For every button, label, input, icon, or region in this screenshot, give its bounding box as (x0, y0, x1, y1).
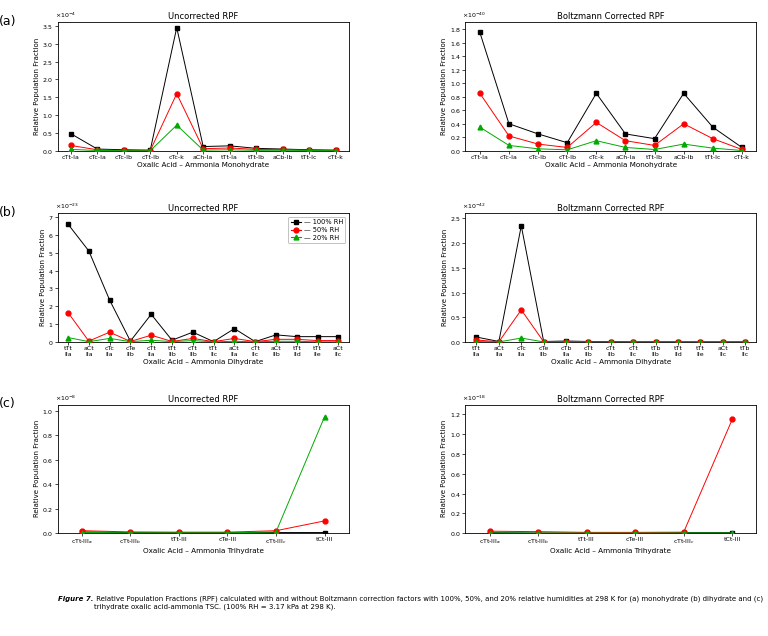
Y-axis label: Relative Population Fraction: Relative Population Fraction (442, 229, 448, 326)
X-axis label: Oxalic Acid – Ammonia Dihydrate: Oxalic Acid – Ammonia Dihydrate (143, 359, 263, 365)
Text: (a): (a) (0, 15, 17, 27)
Y-axis label: Relative Population Fraction: Relative Population Fraction (34, 38, 40, 135)
Title: Uncorrected RPF: Uncorrected RPF (168, 395, 238, 404)
X-axis label: Oxalic Acid – Ammonia Trihydrate: Oxalic Acid – Ammonia Trihydrate (143, 548, 263, 555)
X-axis label: Oxalic Acid – Ammonia Dihydrate: Oxalic Acid – Ammonia Dihydrate (551, 359, 671, 365)
Text: Relative Population Fractions (RPF) calculated with and without Boltzmann correc: Relative Population Fractions (RPF) calc… (94, 596, 763, 610)
Title: Uncorrected RPF: Uncorrected RPF (168, 13, 238, 22)
X-axis label: Oxalic Acid – Ammonia Monohydrate: Oxalic Acid – Ammonia Monohydrate (137, 162, 270, 168)
Y-axis label: Relative Population Fraction: Relative Population Fraction (442, 38, 448, 135)
Y-axis label: Relative Population Fraction: Relative Population Fraction (442, 420, 448, 518)
Title: Boltzmann Corrected RPF: Boltzmann Corrected RPF (557, 13, 664, 22)
Text: (c): (c) (0, 397, 16, 410)
Title: Boltzmann Corrected RPF: Boltzmann Corrected RPF (557, 395, 664, 404)
Text: (b): (b) (0, 205, 17, 219)
Title: Uncorrected RPF: Uncorrected RPF (168, 204, 238, 212)
Y-axis label: Relative Population Fraction: Relative Population Fraction (34, 420, 40, 518)
Legend: — 100% RH, — 50% RH, — 20% RH: — 100% RH, — 50% RH, — 20% RH (288, 217, 346, 244)
X-axis label: Oxalic Acid – Ammonia Trihydrate: Oxalic Acid – Ammonia Trihydrate (551, 548, 671, 555)
Title: Boltzmann Corrected RPF: Boltzmann Corrected RPF (557, 204, 664, 212)
X-axis label: Oxalic Acid – Ammonia Monohydrate: Oxalic Acid – Ammonia Monohydrate (545, 162, 677, 168)
Y-axis label: Relative Population Fraction: Relative Population Fraction (40, 229, 46, 326)
Text: Figure 7.: Figure 7. (58, 596, 93, 602)
